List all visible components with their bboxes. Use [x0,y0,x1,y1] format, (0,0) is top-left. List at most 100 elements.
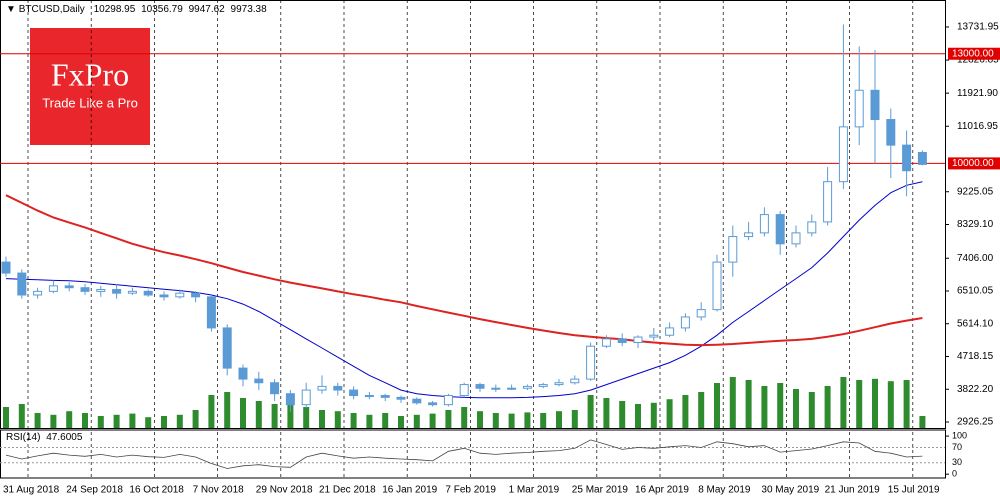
candle-body [696,309,706,318]
level-label-box [948,157,1000,170]
candle-body [443,395,453,406]
candle-body [617,338,627,344]
volume-bar [793,389,799,428]
x-tick-label: 29 Nov 2018 [256,485,313,496]
volume-bar [413,414,420,428]
volume-bar [856,380,863,428]
candle-body [507,387,517,390]
candle-body [48,285,58,292]
volume-bar [382,413,389,428]
candle-body [759,214,769,234]
y-tick-label: 9225.05 [957,186,994,197]
x-tick-label: 21 Jun 2019 [825,485,880,496]
volume-bar [903,380,910,428]
y-tick-label: 7406.00 [957,253,994,264]
y-tick-label: 13731.95 [957,22,999,33]
volume-bar [840,377,847,428]
volume-bar [161,416,167,428]
volume-bar [192,410,199,428]
volume-bar [240,398,246,428]
volume-bar [777,383,784,428]
logo-box [30,28,150,145]
logo-tagline: Trade Like a Pro [42,95,138,110]
volume-bar [714,383,720,428]
level-label: 13000.00 [952,48,994,59]
candle-body [902,144,912,172]
header-arrow: ▼ [6,4,19,15]
volume-bar [445,410,452,428]
volume-bar [587,395,594,428]
volume-bar [224,392,231,428]
logo: FxPro Trade Like a Pro [30,28,150,145]
candle-body [80,287,90,292]
volume-bar [524,412,531,428]
candle-body [364,395,374,398]
volume-bar [287,399,294,428]
candle-body [270,382,280,395]
y-tick-label: 3822.20 [957,384,994,395]
volume-bar [492,413,499,428]
volume-bar [50,414,57,428]
candle-body [522,385,532,389]
volume-bar [303,407,310,428]
candle-body [175,292,185,298]
y-tick-label: 12826.85 [957,55,999,66]
candle-body [728,236,738,263]
x-tick-label: 16 Jan 2019 [382,485,437,496]
rsi-tick-label: 30 [952,457,962,467]
y-tick-label: 2926.25 [957,417,994,428]
y-tick-label: 5614.10 [957,318,994,329]
volume-bar [145,417,152,428]
volume-bar [571,410,578,428]
volume-bar [887,381,894,428]
volume-bar [334,411,341,428]
volume-bar [113,414,120,428]
candle-body [301,389,311,406]
volume-bar [461,407,468,428]
volume-bar [698,392,705,428]
rsi-frame [0,429,946,479]
volume-bar [603,398,610,428]
candle-body [823,181,833,223]
header-close: 9973.38 [231,4,268,15]
rsi-last: 47.6005 [46,432,83,443]
candle-body [744,232,754,238]
candle-body [649,334,659,338]
x-tick-label: 16 Oct 2018 [129,485,184,496]
volume-bar [18,404,25,428]
candle-body [396,396,406,400]
x-tick-label: 16 Apr 2019 [635,485,689,496]
volume-bar [824,386,831,428]
candle-body [886,119,896,146]
volume-bar [366,414,373,428]
candle-body [459,384,469,397]
x-tick-label: 31 Aug 2018 [3,485,60,496]
level-label-box [948,47,1000,60]
candle-body [917,151,927,165]
candle-body [333,385,343,391]
volume-bar [919,416,926,428]
volume-bar [429,413,436,428]
rsi-tick-label: 70 [952,442,962,452]
candle-body [870,89,880,121]
rsi-tick-label: 0 [952,469,957,479]
volume-bar [540,413,547,428]
candle-body [538,384,548,387]
y-tick-label: 11921.90 [957,88,998,99]
x-tick-label: 8 May 2019 [698,485,751,496]
candle-body [412,398,422,404]
volume-bar [650,402,657,428]
candle-body [712,261,722,311]
volume-bar [872,378,878,428]
candle-body [285,393,295,406]
rsi-tick-label: 100 [952,430,967,440]
plot-frame [0,0,946,429]
candle-body [428,402,438,406]
moving-average [5,181,923,399]
volume-bar [729,377,736,428]
level-label: 10000.00 [952,158,994,169]
x-tick-label: 30 May 2019 [761,485,819,496]
header-low: 9947.62 [189,4,226,15]
